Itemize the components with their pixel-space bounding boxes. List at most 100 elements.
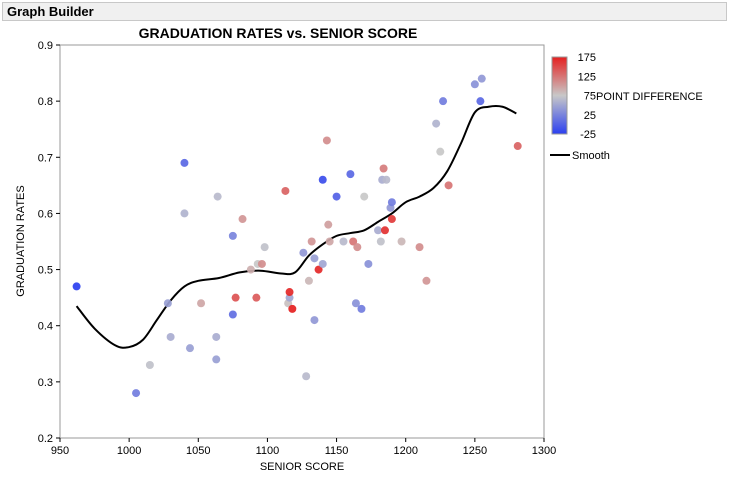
data-point: [349, 237, 358, 246]
data-point: [376, 237, 385, 246]
data-point: [353, 243, 362, 252]
data-point: [285, 288, 294, 297]
data-point: [145, 361, 154, 370]
data-point: [387, 215, 396, 224]
data-point: [314, 265, 323, 274]
x-tick-label: 1150: [325, 445, 349, 457]
color-scale-tick-label: 25: [584, 110, 596, 122]
scatter-points: [72, 74, 522, 398]
smooth-curve: [75, 104, 517, 349]
color-variable-name: POINT DIFFERENCE: [596, 91, 703, 103]
data-point: [339, 237, 348, 246]
data-point: [257, 259, 266, 268]
data-point: [364, 259, 373, 268]
y-tick-label: 0.4: [38, 321, 53, 333]
plot-area: [59, 44, 545, 439]
data-point: [185, 344, 194, 353]
y-axis: 0.2 0.3 0.4 0.5 0.6 0.7 0.8 0.9: [38, 40, 60, 445]
data-point: [72, 282, 81, 291]
data-point: [476, 97, 485, 106]
color-scale-ticks: 175 125 75 25 -25: [578, 52, 596, 141]
x-tick-label: 1300: [532, 445, 556, 457]
data-point: [325, 237, 334, 246]
color-scale-tick-label: 125: [578, 71, 596, 83]
data-point: [351, 299, 360, 308]
data-point: [166, 332, 175, 341]
data-point: [380, 226, 389, 235]
y-axis-label: GRADUATION RATES: [15, 185, 27, 296]
data-point: [470, 80, 479, 89]
data-point: [213, 192, 222, 201]
data-point: [310, 254, 319, 263]
data-point: [422, 276, 431, 285]
data-point: [302, 372, 311, 381]
data-point: [513, 142, 522, 151]
data-point: [332, 192, 341, 201]
y-tick-label: 0.8: [38, 96, 53, 108]
x-tick-label: 1000: [117, 445, 141, 457]
data-point: [132, 389, 141, 398]
data-point: [260, 243, 269, 252]
data-point: [285, 293, 294, 302]
window-titlebar: Graph Builder: [2, 2, 727, 21]
x-tick-label: 1050: [186, 445, 210, 457]
data-point: [318, 259, 327, 268]
x-tick-label: 1100: [256, 445, 280, 457]
data-point: [432, 119, 441, 128]
data-point: [252, 293, 261, 302]
y-tick-label: 0.2: [38, 433, 53, 445]
y-tick-label: 0.5: [38, 265, 53, 277]
color-scale-tick-label: 175: [578, 52, 596, 64]
window-title: Graph Builder: [7, 4, 94, 19]
data-point: [197, 299, 206, 308]
data-point: [436, 147, 445, 156]
legend: 175 125 75 25 -25 POINT DIFFERENCE Smooth: [550, 52, 703, 162]
data-point: [346, 170, 355, 179]
data-point: [212, 332, 221, 341]
color-gradient-bar: [551, 56, 568, 135]
data-point: [281, 186, 290, 195]
chart-title: GRADUATION RATES vs. SENIOR SCORE: [139, 25, 418, 41]
data-point: [288, 304, 297, 313]
data-point: [299, 248, 308, 257]
data-point: [228, 310, 237, 319]
data-point: [379, 164, 388, 173]
data-point: [304, 276, 313, 285]
data-point: [212, 355, 221, 364]
color-scale-tick-label: 75: [584, 91, 596, 103]
data-point: [397, 237, 406, 246]
data-point: [439, 97, 448, 106]
data-point: [318, 175, 327, 184]
data-point: [246, 265, 255, 274]
x-tick-label: 950: [51, 445, 69, 457]
data-point: [387, 198, 396, 207]
y-tick-label: 0.9: [38, 40, 53, 52]
data-point: [444, 181, 453, 190]
data-point: [231, 293, 240, 302]
data-point: [238, 215, 247, 224]
data-point: [228, 231, 237, 240]
smooth-legend-label: Smooth: [572, 150, 610, 162]
y-tick-label: 0.6: [38, 208, 53, 220]
x-tick-label: 1200: [393, 445, 417, 457]
data-point: [357, 304, 366, 313]
data-point: [322, 136, 331, 145]
x-tick-label: 1250: [463, 445, 487, 457]
data-point: [307, 237, 316, 246]
data-point: [163, 299, 172, 308]
y-tick-label: 0.7: [38, 152, 53, 164]
data-point: [374, 226, 383, 235]
data-point: [324, 220, 333, 229]
data-point: [180, 158, 189, 167]
data-point: [382, 175, 391, 184]
x-axis-label: SENIOR SCORE: [260, 461, 344, 473]
data-point: [310, 316, 319, 325]
y-tick-label: 0.3: [38, 377, 53, 389]
color-scale-tick-label: -25: [580, 129, 596, 141]
data-point: [415, 243, 424, 252]
data-point: [360, 192, 369, 201]
data-point: [180, 209, 189, 218]
data-point: [477, 74, 486, 83]
x-axis: 950 1000 1050 1100 1150 1200 1250 1300: [51, 438, 556, 457]
